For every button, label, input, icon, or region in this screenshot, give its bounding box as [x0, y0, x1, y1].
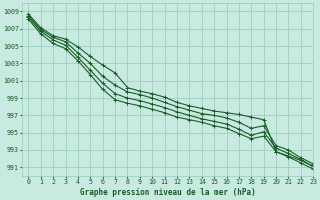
X-axis label: Graphe pression niveau de la mer (hPa): Graphe pression niveau de la mer (hPa): [80, 188, 256, 197]
